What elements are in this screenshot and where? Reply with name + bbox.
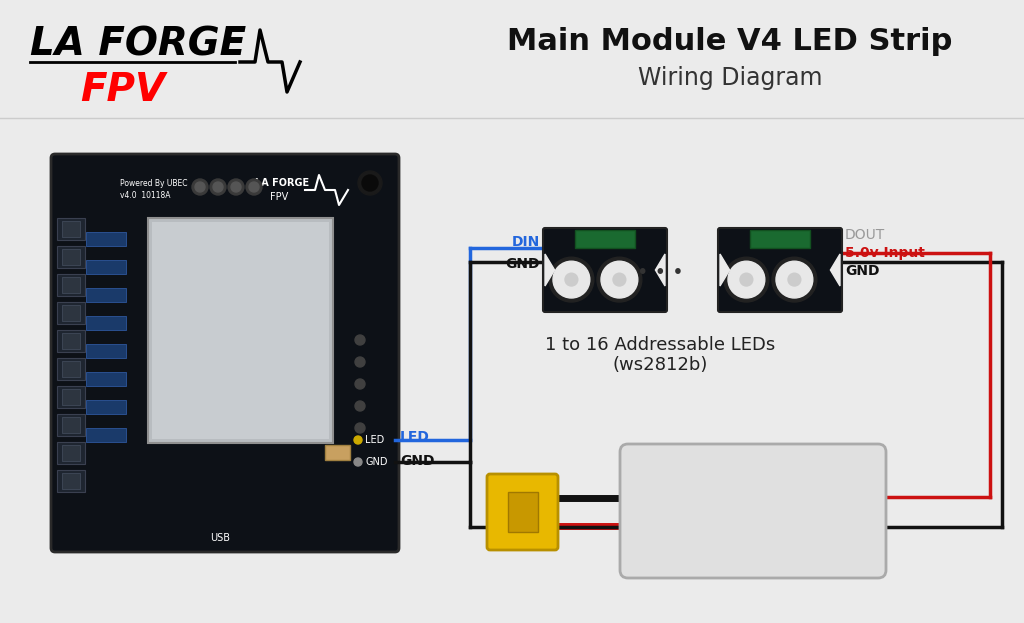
Bar	[57, 386, 85, 408]
Polygon shape	[720, 254, 729, 286]
Circle shape	[354, 458, 362, 466]
Bar	[62, 361, 80, 377]
Bar	[57, 246, 85, 268]
Circle shape	[597, 257, 642, 302]
Text: Input: 5-12v: Input: 5-12v	[707, 538, 800, 553]
Bar	[86, 400, 126, 414]
Text: FPV: FPV	[80, 71, 165, 109]
Circle shape	[565, 273, 578, 286]
Text: FPV: FPV	[270, 192, 288, 202]
Text: LED: LED	[400, 430, 430, 444]
Bar	[86, 316, 126, 330]
Text: USB: USB	[210, 533, 230, 543]
Text: 1 to 16 Addressable LEDs: 1 to 16 Addressable LEDs	[545, 336, 775, 354]
Circle shape	[355, 401, 365, 411]
Bar	[86, 372, 126, 386]
Text: Main Module V4 LED Strip: Main Module V4 LED Strip	[507, 27, 952, 57]
Circle shape	[776, 261, 813, 298]
Circle shape	[355, 379, 365, 389]
Bar	[575, 230, 635, 247]
Bar	[86, 344, 126, 358]
Bar	[57, 302, 85, 324]
Text: DOUT: DOUT	[845, 228, 886, 242]
Text: (ws2812b): (ws2812b)	[612, 356, 708, 374]
Circle shape	[355, 335, 365, 345]
FancyBboxPatch shape	[487, 474, 558, 550]
Bar	[148, 218, 333, 443]
Bar	[57, 330, 85, 352]
Text: DIN: DIN	[512, 235, 540, 249]
Bar	[57, 470, 85, 492]
Polygon shape	[830, 254, 840, 286]
Polygon shape	[655, 254, 665, 286]
Circle shape	[772, 257, 817, 302]
Circle shape	[358, 171, 382, 195]
Circle shape	[355, 357, 365, 367]
Text: LED: LED	[365, 435, 384, 445]
Bar	[57, 414, 85, 436]
Text: • • •: • • •	[637, 262, 683, 282]
Bar	[86, 232, 126, 246]
Circle shape	[213, 182, 223, 192]
Text: Powered By UBEC: Powered By UBEC	[120, 179, 187, 188]
Text: Wiring Diagram: Wiring Diagram	[638, 66, 822, 90]
Bar	[62, 473, 80, 489]
Circle shape	[249, 182, 259, 192]
FancyBboxPatch shape	[620, 444, 886, 578]
Bar	[57, 218, 85, 240]
Text: UBEC: UBEC	[708, 498, 799, 526]
FancyBboxPatch shape	[51, 154, 399, 552]
Circle shape	[195, 182, 205, 192]
Text: v4.0  10118A: v4.0 10118A	[120, 191, 171, 201]
Circle shape	[355, 423, 365, 433]
Text: Output: 5.0v @ 1A: Output: 5.0v @ 1A	[682, 472, 823, 488]
Bar	[508, 492, 538, 532]
Circle shape	[228, 179, 244, 195]
Bar	[57, 274, 85, 296]
Circle shape	[788, 273, 801, 286]
Text: GND: GND	[845, 264, 880, 278]
Bar	[750, 230, 810, 247]
Polygon shape	[545, 254, 555, 286]
Bar	[57, 442, 85, 464]
Circle shape	[549, 257, 594, 302]
Text: GND: GND	[506, 257, 540, 271]
Text: 5.0v Input: 5.0v Input	[845, 246, 925, 260]
Bar	[62, 249, 80, 265]
Bar	[62, 389, 80, 405]
Circle shape	[210, 179, 226, 195]
Circle shape	[246, 179, 262, 195]
Circle shape	[553, 261, 590, 298]
Text: LA FORGE: LA FORGE	[30, 26, 246, 64]
Circle shape	[728, 261, 765, 298]
Circle shape	[362, 175, 378, 191]
Bar	[62, 221, 80, 237]
Bar	[62, 417, 80, 433]
Bar	[86, 260, 126, 274]
Bar	[62, 305, 80, 321]
Bar	[57, 358, 85, 380]
FancyBboxPatch shape	[543, 228, 667, 312]
Circle shape	[231, 182, 241, 192]
Bar	[86, 288, 126, 302]
FancyBboxPatch shape	[718, 228, 842, 312]
Circle shape	[724, 257, 769, 302]
Bar	[62, 277, 80, 293]
Circle shape	[354, 436, 362, 444]
Text: LA FORGE: LA FORGE	[255, 178, 309, 188]
Bar	[325, 445, 350, 460]
Text: GND: GND	[365, 457, 387, 467]
Bar	[62, 445, 80, 461]
Bar	[86, 428, 126, 442]
Bar	[62, 333, 80, 349]
Text: GND: GND	[400, 454, 434, 468]
Circle shape	[613, 273, 626, 286]
Bar	[152, 222, 329, 439]
Circle shape	[740, 273, 753, 286]
Circle shape	[193, 179, 208, 195]
Circle shape	[601, 261, 638, 298]
